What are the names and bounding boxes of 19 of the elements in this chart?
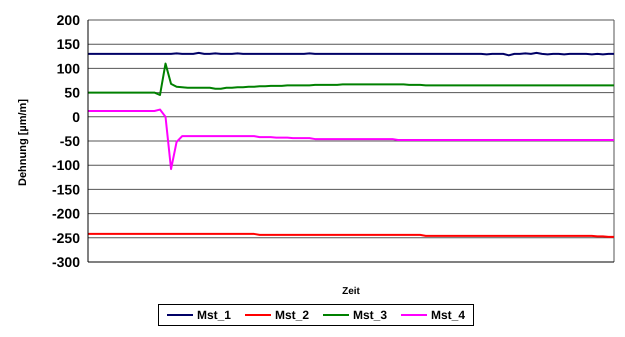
legend-label: Mst_3 — [353, 308, 388, 322]
x-axis-title: Zeit — [342, 286, 361, 297]
line-series — [88, 62, 614, 96]
y-tick-label: 200 — [56, 12, 80, 28]
y-tick-label: 150 — [56, 36, 80, 52]
y-tick-label: 0 — [72, 108, 80, 125]
y-tick-label: -300 — [52, 254, 80, 270]
y-tick-label: -200 — [52, 206, 80, 222]
legend-label: Mst_1 — [196, 308, 231, 322]
legend-label: Mst_4 — [431, 308, 466, 322]
y-tick-label: -50 — [60, 132, 80, 149]
y-tick-label: 100 — [56, 60, 80, 76]
y-tick-label: 50 — [64, 84, 80, 101]
y-axis-title: Dehnung [µm/m] — [16, 98, 29, 186]
y-tick-label: -100 — [52, 157, 80, 174]
y-tick-label: -150 — [52, 181, 80, 198]
line-series — [88, 108, 614, 170]
legend-label: Mst_2 — [274, 308, 309, 322]
y-tick-label: -250 — [52, 230, 80, 246]
